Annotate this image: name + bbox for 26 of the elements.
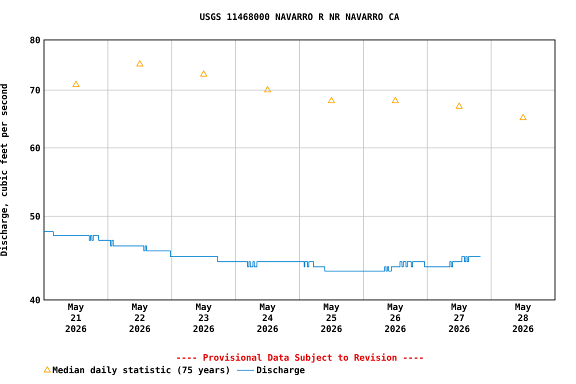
- point: [456, 102, 463, 109]
- chart-title: USGS 11468000 NAVARRO R NR NAVARRO CA: [200, 13, 400, 20]
- legend-label: Median daily statistic (75 years): [52, 366, 229, 376]
- x-tick-label: May 26 2026: [385, 304, 406, 332]
- point: [392, 96, 399, 104]
- y-tick-label: 60: [30, 144, 40, 152]
- legend-label: Discharge: [256, 366, 305, 376]
- point: [264, 86, 272, 92]
- point: [72, 80, 80, 87]
- text: ---- Provisional Data Subject to Revision ----: [177, 353, 423, 363]
- x-tick-label: May 21 2026: [66, 304, 86, 332]
- y-axis-title: Discharge, cubic feet per second: [0, 84, 9, 256]
- point: [136, 60, 144, 66]
- x-tick-label: May 23 2026: [193, 304, 214, 332]
- y-tick-label: 50: [30, 212, 40, 220]
- x-tick-label: May 24 2026: [257, 304, 278, 332]
- x-tick-label: May 27 2026: [448, 304, 470, 332]
- x-tick-label: May 28 2026: [512, 304, 534, 332]
- x-tick-label: May 25 2026: [321, 304, 342, 332]
- point: [328, 96, 335, 104]
- y-tick-label: 80: [30, 36, 40, 44]
- x-tick-label: May 22 2026: [130, 304, 150, 332]
- y-tick-label: 40: [30, 296, 40, 304]
- y-tick-label: 70: [30, 86, 40, 94]
- point: [520, 114, 527, 120]
- point: [200, 70, 208, 77]
